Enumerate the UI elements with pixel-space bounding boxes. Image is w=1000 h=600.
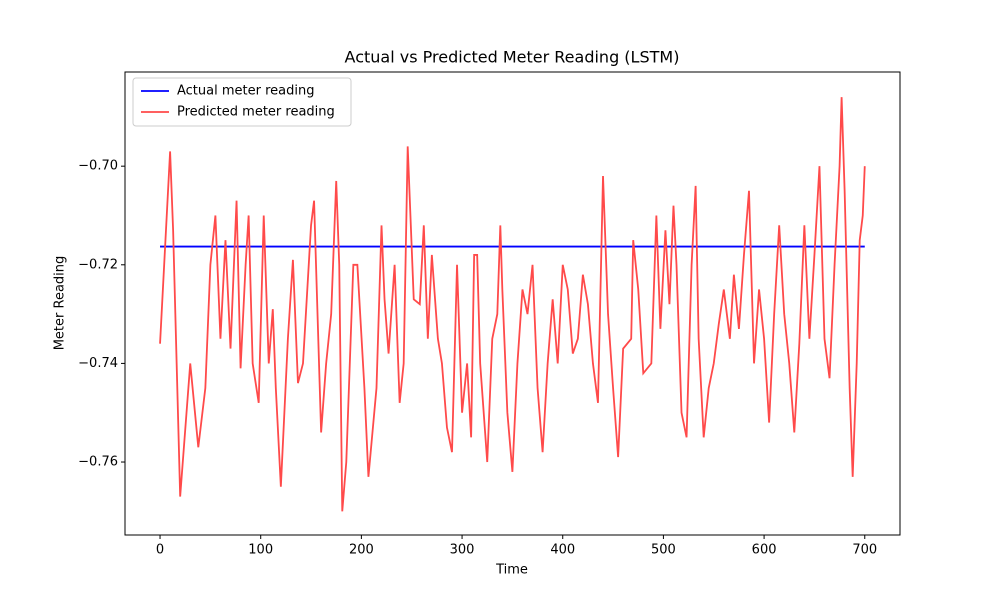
- x-axis-label: Time: [495, 563, 528, 578]
- y-tick-label: −0.76: [78, 455, 118, 470]
- legend-box: [132, 77, 352, 127]
- data-line: [159, 97, 866, 512]
- x-tick-label: 100: [248, 543, 273, 558]
- x-tick-label: 0: [156, 543, 164, 558]
- x-tick-label: 200: [349, 543, 374, 558]
- y-tick-label: −0.72: [78, 257, 118, 272]
- chart-title: Actual vs Predicted Meter Reading (LSTM): [345, 48, 680, 67]
- plot-frame: [124, 71, 901, 536]
- legend: Actual meter reading Predicted meter read…: [132, 77, 352, 127]
- legend-label: Actual meter reading: [177, 84, 314, 99]
- y-tick-label: −0.74: [78, 356, 118, 371]
- x-tick-label: 500: [651, 543, 676, 558]
- x-tick-label: 400: [550, 543, 575, 558]
- x-tick-label: 300: [450, 543, 475, 558]
- y-axis-label: Meter Reading: [53, 256, 68, 351]
- y-tick-label: −0.70: [78, 159, 118, 174]
- x-tick-label: 600: [752, 543, 777, 558]
- legend-label: Predicted meter reading: [177, 105, 335, 120]
- x-tick-label: 700: [852, 543, 877, 558]
